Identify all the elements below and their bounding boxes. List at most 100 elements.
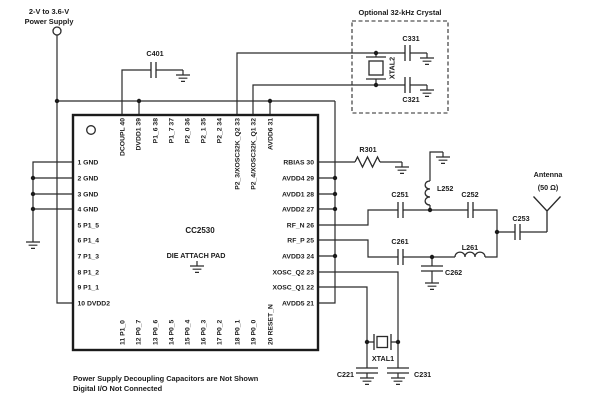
junction-dot (54, 98, 60, 104)
wires (32, 35, 547, 368)
junction-dot (30, 191, 36, 197)
label-c253: C253 (512, 214, 529, 223)
junction-dot (395, 339, 401, 345)
label-c252: C252 (461, 190, 478, 199)
label-l252: L252 (437, 184, 453, 193)
capacitor-c252 (467, 202, 474, 218)
bottom-pin-12: 12 P0_7 (135, 319, 142, 345)
left-pin-9: 9 P1_1 (78, 284, 100, 291)
bottom-pin-11: 11 P1_0 (119, 320, 126, 345)
antenna-impedance-label: (50 Ω) (538, 183, 559, 192)
bottom-pin-15: 15 P0_4 (184, 319, 191, 345)
note-decoupling: Power Supply Decoupling Capacitors are N… (73, 374, 259, 383)
rf-n-path (318, 209, 498, 232)
junction-dot (136, 98, 142, 104)
symbols (52, 26, 561, 374)
junction-dots (30, 50, 500, 345)
top-pin-40: DCOUPL 40 (119, 118, 126, 156)
top-pin-36: P2_0 36 (184, 118, 191, 144)
crystal-xtal2 (366, 56, 386, 80)
junction-dot (332, 175, 338, 181)
ground-symbol (176, 70, 190, 82)
top-pin-35: P2_1 35 (200, 118, 207, 144)
capacitor-c401 (150, 62, 157, 78)
capacitor-c331 (404, 45, 411, 61)
junction-dot (373, 50, 379, 56)
capacitor-c253 (514, 224, 521, 240)
xosc32k-q1-wire (252, 84, 427, 115)
ground-symbols (26, 53, 450, 385)
die-attach-pad-label: DIE ATTACH PAD (167, 251, 226, 260)
bottom-pin-17: 17 P0_2 (216, 319, 223, 345)
right-pin-24: AVDD3 24 (282, 253, 314, 260)
right-pin-27: AVDD2 27 (282, 206, 314, 213)
antenna-symbol (533, 196, 561, 232)
left-pin-6: 6 P1_4 (78, 237, 100, 244)
ground-symbol (360, 373, 374, 385)
top-pin-32: P2_4/XOSC32K_Q1 32 (250, 118, 257, 190)
label-c221: C221 (337, 370, 354, 379)
xosc-q2-wire (318, 271, 399, 342)
bottom-pin-13: 13 P0_6 (152, 319, 159, 345)
ground-symbol (391, 373, 405, 385)
bottom-pin-labels: 11 P1_0 12 P0_7 13 P0_6 14 P0_5 15 P0_4 … (119, 304, 274, 345)
inductor-l261 (454, 251, 486, 258)
ground-symbol (26, 237, 40, 249)
junction-dot (267, 98, 273, 104)
left-pin-10: 10 DVDD2 (78, 300, 111, 307)
ground-symbol (425, 278, 439, 290)
ground-symbol (395, 162, 409, 174)
top-pin-37: P1_7 37 (168, 118, 175, 144)
left-pin-5: 5 P1_5 (78, 222, 100, 229)
top-pin-38: P1_6 38 (152, 118, 159, 144)
power-terminal (52, 26, 62, 36)
cc2530-chip-body (71, 113, 320, 352)
pin1-indicator (86, 125, 96, 135)
left-pin-2: 2 GND (78, 175, 99, 182)
junction-dot (427, 207, 433, 213)
right-pin-25: RF_P 25 (287, 237, 314, 244)
xosc32k-q2-wire (236, 52, 427, 115)
avdd-pin-stubs (318, 177, 335, 257)
junction-dot (332, 191, 338, 197)
right-pin-29: AVDD4 29 (282, 175, 314, 182)
ground-symbol (436, 152, 450, 164)
optional-crystal-box (351, 20, 449, 114)
labels: 2-V to 3.6-V Power Supply C401 Optional … (25, 7, 564, 393)
capacitor-c231 (387, 367, 409, 374)
right-pin-labels: RBIAS 30 AVDD4 29 AVDD1 28 AVDD2 27 RF_N… (272, 159, 314, 307)
label-c321: C321 (402, 95, 419, 104)
label-c231: C231 (414, 370, 431, 379)
ground-symbol (420, 53, 434, 65)
capacitor-c262 (421, 265, 443, 272)
capacitor-c251 (397, 202, 404, 218)
right-pin-22: XOSC_Q1 22 (272, 284, 314, 291)
right-pin-23: XOSC_Q2 23 (272, 269, 314, 276)
gnd-bus (32, 161, 73, 237)
label-l261: L261 (462, 243, 478, 252)
ground-symbol (420, 85, 434, 97)
resistor-r301 (354, 155, 381, 169)
power-range-label: 2-V to 3.6-V (29, 7, 69, 16)
label-xtal1: XTAL1 (372, 354, 394, 363)
power-supply-label: Power Supply (25, 17, 75, 26)
left-pin-8: 8 P1_2 (78, 269, 100, 276)
label-c251: C251 (391, 190, 408, 199)
chip-name-label: CC2530 (185, 226, 215, 235)
label-c401: C401 (146, 49, 163, 58)
top-pin-labels: DCOUPL 40 DVDD1 39 P1_6 38 P1_7 37 P2_0 … (119, 118, 274, 190)
junction-dot (332, 206, 338, 212)
bottom-pin-19: 19 P0_0 (250, 319, 257, 345)
left-pin-7: 7 P1_3 (78, 253, 100, 260)
right-pin-28: AVDD1 28 (282, 191, 314, 198)
top-pin-39: DVDD1 39 (135, 118, 142, 151)
capacitor-c261 (397, 249, 404, 265)
junction-dot (332, 253, 338, 259)
bottom-pin-14: 14 P0_5 (168, 319, 175, 345)
dcoupl-wire (121, 69, 183, 115)
junction-dot (373, 82, 379, 88)
antenna-label: Antenna (534, 170, 564, 179)
capacitor-c321 (404, 77, 411, 93)
left-pin-1: 1 GND (78, 159, 99, 166)
left-pin-4: 4 GND (78, 206, 99, 213)
